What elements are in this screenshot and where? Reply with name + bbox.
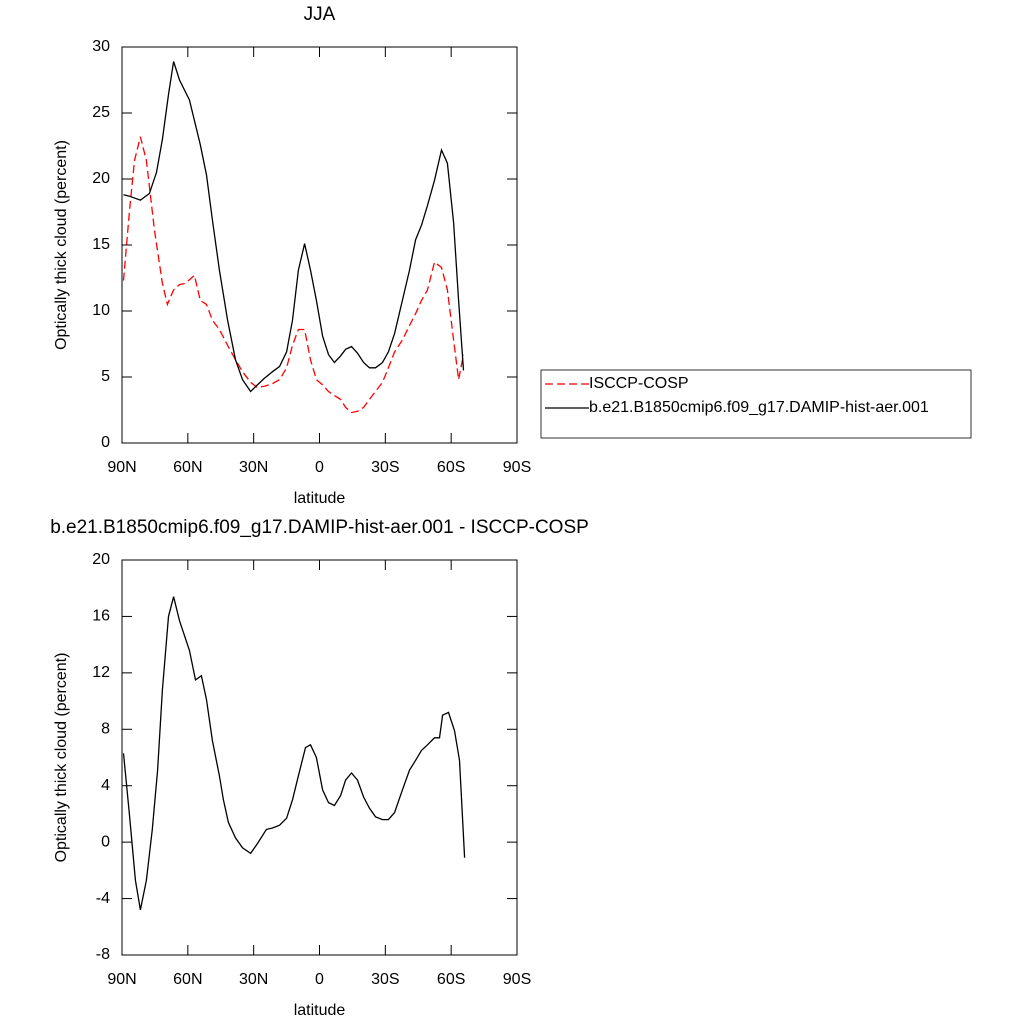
y-tick-label: 15 [92, 236, 110, 253]
y-tick-label: 0 [101, 434, 110, 451]
y-tick-label: 25 [92, 104, 110, 121]
x-tick-label: 0 [315, 459, 324, 476]
y-axis-label: Optically thick cloud (percent) [53, 653, 70, 863]
y-tick-label: 30 [92, 38, 110, 55]
x-tick-label: 60N [173, 459, 202, 476]
chart-title: b.e21.B1850cmip6.f09_g17.DAMIP-hist-aer.… [50, 517, 589, 538]
y-tick-label: 0 [101, 833, 110, 850]
x-tick-label: 30N [239, 971, 268, 988]
data-line [123, 61, 465, 393]
x-tick-label: 90S [503, 459, 531, 476]
y-axis-label: Optically thick cloud (percent) [53, 140, 70, 350]
x-tick-label: 30S [371, 459, 399, 476]
x-tick-label: 60S [437, 459, 465, 476]
x-tick-label: 30S [371, 971, 399, 988]
legend-label: ISCCP-COSP [589, 375, 689, 392]
y-tick-label: -8 [96, 946, 110, 963]
y-tick-label: 20 [92, 551, 110, 568]
plot-frame [121, 559, 518, 956]
x-tick-label: 30N [239, 459, 268, 476]
y-tick-label: 12 [92, 664, 110, 681]
y-tick-label: 20 [92, 170, 110, 187]
y-tick-label: 16 [92, 608, 110, 625]
x-tick-label: 0 [315, 971, 324, 988]
x-tick-label: 60S [437, 971, 465, 988]
y-tick-label: 5 [101, 368, 110, 385]
y-tick-label: 10 [92, 302, 110, 319]
x-tick-label: 90N [107, 459, 136, 476]
legend-label: b.e21.B1850cmip6.f09_g17.DAMIP-hist-aer.… [589, 399, 929, 416]
x-axis-label: latitude [294, 1002, 346, 1019]
chart-title: JJA [304, 4, 336, 25]
x-axis-label: latitude [294, 490, 346, 507]
data-line [122, 596, 466, 911]
x-tick-label: 60N [173, 971, 202, 988]
y-tick-label: 8 [101, 721, 110, 738]
y-tick-label: -4 [96, 890, 110, 907]
y-tick-label: 4 [101, 777, 110, 794]
x-tick-label: 90S [503, 971, 531, 988]
x-tick-label: 90N [107, 971, 136, 988]
legend-box [540, 369, 972, 439]
plot-frame [121, 46, 518, 444]
data-line [122, 136, 465, 414]
